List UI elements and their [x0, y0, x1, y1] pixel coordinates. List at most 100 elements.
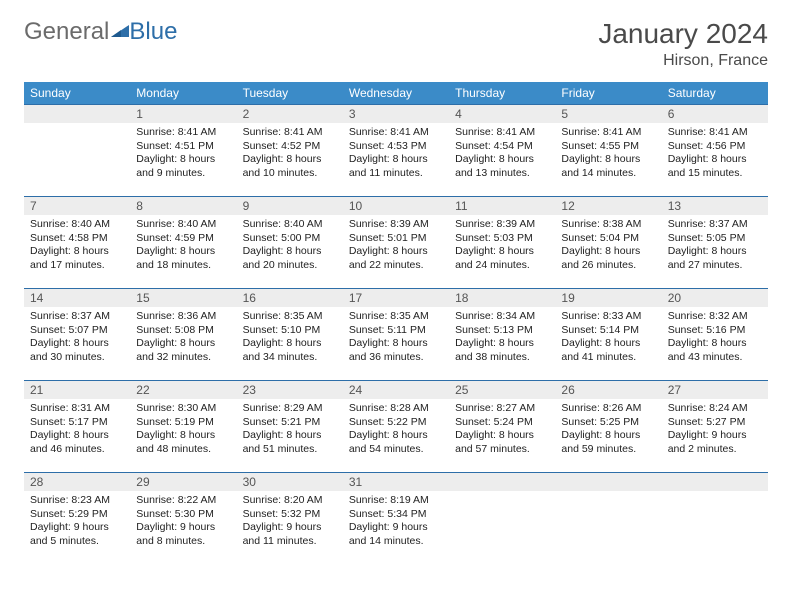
day-number: 14 — [24, 289, 130, 307]
day-number: 6 — [662, 105, 768, 123]
day-body: Sunrise: 8:41 AMSunset: 4:54 PMDaylight:… — [449, 123, 555, 187]
calendar-day-cell — [24, 105, 130, 197]
weekday-header: Thursday — [449, 82, 555, 105]
calendar-day-cell: 1Sunrise: 8:41 AMSunset: 4:51 PMDaylight… — [130, 105, 236, 197]
sunrise-text: Sunrise: 8:39 AM — [455, 218, 549, 232]
daylight-text-1: Daylight: 8 hours — [30, 429, 124, 443]
daylight-text-1: Daylight: 8 hours — [561, 429, 655, 443]
calendar-day-cell: 21Sunrise: 8:31 AMSunset: 5:17 PMDayligh… — [24, 381, 130, 473]
calendar-day-cell: 8Sunrise: 8:40 AMSunset: 4:59 PMDaylight… — [130, 197, 236, 289]
daylight-text-2: and 9 minutes. — [136, 167, 230, 181]
sunset-text: Sunset: 5:00 PM — [243, 232, 337, 246]
calendar-day-cell: 12Sunrise: 8:38 AMSunset: 5:04 PMDayligh… — [555, 197, 661, 289]
calendar-day-cell: 18Sunrise: 8:34 AMSunset: 5:13 PMDayligh… — [449, 289, 555, 381]
calendar-week-row: 7Sunrise: 8:40 AMSunset: 4:58 PMDaylight… — [24, 197, 768, 289]
weekday-header: Sunday — [24, 82, 130, 105]
sunset-text: Sunset: 5:10 PM — [243, 324, 337, 338]
day-body: Sunrise: 8:31 AMSunset: 5:17 PMDaylight:… — [24, 399, 130, 463]
day-body: Sunrise: 8:40 AMSunset: 5:00 PMDaylight:… — [237, 215, 343, 279]
daylight-text-1: Daylight: 9 hours — [349, 521, 443, 535]
daylight-text-1: Daylight: 8 hours — [561, 245, 655, 259]
sunset-text: Sunset: 5:01 PM — [349, 232, 443, 246]
day-number: 10 — [343, 197, 449, 215]
daylight-text-2: and 36 minutes. — [349, 351, 443, 365]
daylight-text-2: and 13 minutes. — [455, 167, 549, 181]
calendar-day-cell: 23Sunrise: 8:29 AMSunset: 5:21 PMDayligh… — [237, 381, 343, 473]
sunrise-text: Sunrise: 8:40 AM — [30, 218, 124, 232]
daylight-text-1: Daylight: 8 hours — [349, 429, 443, 443]
day-body: Sunrise: 8:30 AMSunset: 5:19 PMDaylight:… — [130, 399, 236, 463]
day-number: 5 — [555, 105, 661, 123]
calendar-day-cell: 26Sunrise: 8:26 AMSunset: 5:25 PMDayligh… — [555, 381, 661, 473]
sunrise-text: Sunrise: 8:36 AM — [136, 310, 230, 324]
daylight-text-1: Daylight: 8 hours — [668, 337, 762, 351]
day-body: Sunrise: 8:37 AMSunset: 5:07 PMDaylight:… — [24, 307, 130, 371]
day-number: 2 — [237, 105, 343, 123]
day-number: 22 — [130, 381, 236, 399]
daylight-text-2: and 43 minutes. — [668, 351, 762, 365]
daylight-text-1: Daylight: 8 hours — [455, 337, 549, 351]
day-number: 16 — [237, 289, 343, 307]
sunset-text: Sunset: 5:34 PM — [349, 508, 443, 522]
daylight-text-1: Daylight: 8 hours — [349, 245, 443, 259]
daylight-text-1: Daylight: 9 hours — [668, 429, 762, 443]
day-body: Sunrise: 8:20 AMSunset: 5:32 PMDaylight:… — [237, 491, 343, 555]
sunset-text: Sunset: 5:05 PM — [668, 232, 762, 246]
calendar-day-cell: 5Sunrise: 8:41 AMSunset: 4:55 PMDaylight… — [555, 105, 661, 197]
calendar-day-cell: 31Sunrise: 8:19 AMSunset: 5:34 PMDayligh… — [343, 473, 449, 565]
sunrise-text: Sunrise: 8:31 AM — [30, 402, 124, 416]
day-number: 15 — [130, 289, 236, 307]
page-title: January 2024 — [598, 18, 768, 50]
calendar-week-row: 28Sunrise: 8:23 AMSunset: 5:29 PMDayligh… — [24, 473, 768, 565]
calendar-day-cell: 30Sunrise: 8:20 AMSunset: 5:32 PMDayligh… — [237, 473, 343, 565]
day-number: 26 — [555, 381, 661, 399]
daylight-text-2: and 30 minutes. — [30, 351, 124, 365]
daylight-text-2: and 14 minutes. — [561, 167, 655, 181]
sunset-text: Sunset: 5:24 PM — [455, 416, 549, 430]
sunset-text: Sunset: 4:53 PM — [349, 140, 443, 154]
page-header: General Blue January 2024 Hirson, France — [24, 18, 768, 70]
daylight-text-1: Daylight: 8 hours — [136, 153, 230, 167]
daylight-text-2: and 57 minutes. — [455, 443, 549, 457]
sunrise-text: Sunrise: 8:33 AM — [561, 310, 655, 324]
day-body: Sunrise: 8:37 AMSunset: 5:05 PMDaylight:… — [662, 215, 768, 279]
day-number: 31 — [343, 473, 449, 491]
calendar-day-cell: 19Sunrise: 8:33 AMSunset: 5:14 PMDayligh… — [555, 289, 661, 381]
day-body — [555, 491, 661, 500]
sunrise-text: Sunrise: 8:40 AM — [136, 218, 230, 232]
sunrise-text: Sunrise: 8:39 AM — [349, 218, 443, 232]
day-body: Sunrise: 8:35 AMSunset: 5:10 PMDaylight:… — [237, 307, 343, 371]
logo-text-2: Blue — [129, 18, 177, 46]
sunset-text: Sunset: 5:04 PM — [561, 232, 655, 246]
daylight-text-1: Daylight: 8 hours — [243, 153, 337, 167]
daylight-text-1: Daylight: 8 hours — [561, 337, 655, 351]
sunset-text: Sunset: 5:08 PM — [136, 324, 230, 338]
calendar-week-row: 21Sunrise: 8:31 AMSunset: 5:17 PMDayligh… — [24, 381, 768, 473]
sunrise-text: Sunrise: 8:40 AM — [243, 218, 337, 232]
sunset-text: Sunset: 5:27 PM — [668, 416, 762, 430]
day-number: 21 — [24, 381, 130, 399]
day-number: 30 — [237, 473, 343, 491]
weekday-header: Monday — [130, 82, 236, 105]
day-number: 4 — [449, 105, 555, 123]
sunrise-text: Sunrise: 8:41 AM — [455, 126, 549, 140]
day-body: Sunrise: 8:23 AMSunset: 5:29 PMDaylight:… — [24, 491, 130, 555]
day-body: Sunrise: 8:26 AMSunset: 5:25 PMDaylight:… — [555, 399, 661, 463]
day-number: 28 — [24, 473, 130, 491]
day-body: Sunrise: 8:41 AMSunset: 4:53 PMDaylight:… — [343, 123, 449, 187]
daylight-text-2: and 24 minutes. — [455, 259, 549, 273]
sunset-text: Sunset: 5:30 PM — [136, 508, 230, 522]
daylight-text-1: Daylight: 8 hours — [455, 429, 549, 443]
daylight-text-1: Daylight: 8 hours — [455, 153, 549, 167]
sunset-text: Sunset: 4:51 PM — [136, 140, 230, 154]
calendar-day-cell: 29Sunrise: 8:22 AMSunset: 5:30 PMDayligh… — [130, 473, 236, 565]
calendar-table: Sunday Monday Tuesday Wednesday Thursday… — [24, 82, 768, 565]
calendar-day-cell: 17Sunrise: 8:35 AMSunset: 5:11 PMDayligh… — [343, 289, 449, 381]
day-body: Sunrise: 8:28 AMSunset: 5:22 PMDaylight:… — [343, 399, 449, 463]
day-number: 18 — [449, 289, 555, 307]
calendar-week-row: 1Sunrise: 8:41 AMSunset: 4:51 PMDaylight… — [24, 105, 768, 197]
day-number: 3 — [343, 105, 449, 123]
calendar-day-cell: 6Sunrise: 8:41 AMSunset: 4:56 PMDaylight… — [662, 105, 768, 197]
daylight-text-2: and 51 minutes. — [243, 443, 337, 457]
calendar-day-cell: 13Sunrise: 8:37 AMSunset: 5:05 PMDayligh… — [662, 197, 768, 289]
